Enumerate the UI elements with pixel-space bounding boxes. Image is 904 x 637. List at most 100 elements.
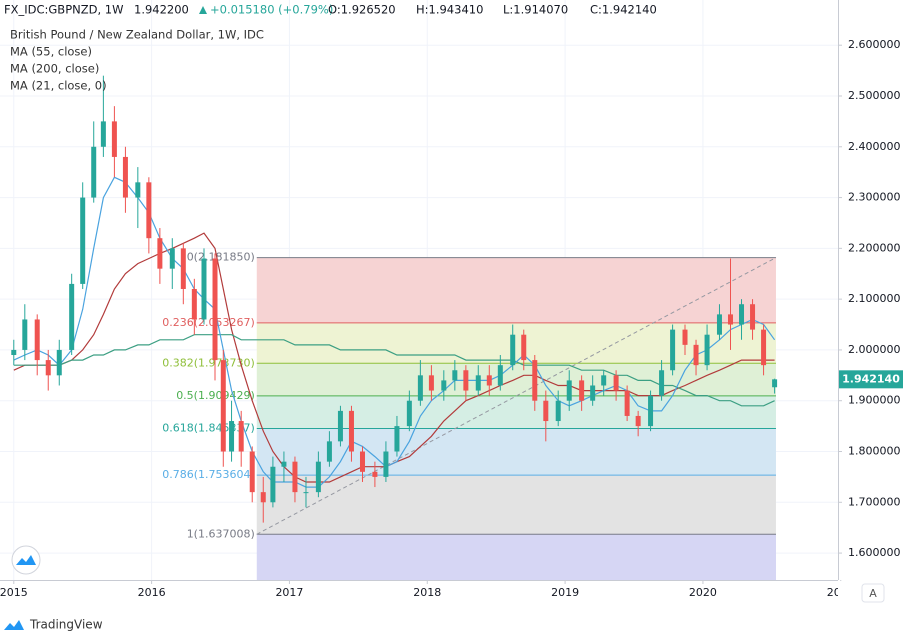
- candle-body: [80, 197, 86, 284]
- candle-body: [326, 441, 332, 462]
- fib-band: [256, 534, 776, 580]
- candle-body: [45, 360, 51, 376]
- candle-body: [249, 451, 255, 493]
- candle-body: [555, 400, 561, 422]
- high-value: H:1.943410: [416, 3, 483, 17]
- candle-body: [220, 360, 226, 452]
- fib-band: [256, 475, 776, 535]
- candle-body: [34, 319, 40, 361]
- candle-body: [750, 304, 756, 330]
- ma-line: [13, 334, 775, 407]
- y-tick-label: 1.600000: [848, 546, 901, 559]
- candle-body: [441, 380, 447, 391]
- candle-body: [270, 466, 276, 503]
- fib-level-label: 0.236(2.053267): [162, 316, 255, 329]
- candle-body: [212, 258, 218, 361]
- candle-body: [157, 238, 163, 269]
- candle-body: [11, 349, 17, 356]
- fib-level-label: 0.382(1.973730): [162, 356, 255, 369]
- candle-body: [180, 248, 186, 289]
- brand-name[interactable]: TradingView: [29, 618, 103, 632]
- candle-body: [475, 375, 481, 391]
- candle-body: [111, 121, 117, 157]
- candle-body: [56, 349, 62, 376]
- candle-body: [739, 304, 745, 325]
- price-label: 1.942140: [842, 372, 900, 385]
- fib-band: [256, 322, 776, 364]
- candle-body: [100, 121, 106, 147]
- candle-body: [543, 400, 549, 422]
- candle-body: [281, 461, 287, 467]
- price-label-bg: [839, 370, 903, 389]
- candle-body: [601, 375, 607, 386]
- candle-body: [510, 334, 516, 366]
- close-value: C:1.942140: [590, 3, 657, 17]
- price-axis-panel: [838, 0, 904, 600]
- legend-entry: MA (21, close, 0): [10, 79, 107, 93]
- x-tick-label: 2019: [551, 586, 579, 599]
- candle-body: [303, 492, 309, 494]
- symbol: FX_IDC:GBPNZD, 1W: [4, 3, 123, 17]
- candle-body: [201, 258, 207, 320]
- fib-level-label: 0(2.181850): [187, 251, 255, 264]
- x-tick-label: 2018: [413, 586, 441, 599]
- footer: [0, 600, 904, 637]
- candle-body: [659, 370, 665, 396]
- x-tick-label: 2016: [138, 586, 166, 599]
- candle-body: [532, 360, 538, 401]
- fib-band: [256, 428, 776, 476]
- candle-body: [69, 283, 75, 350]
- fib-level-label: 0.786(1.753604): [162, 468, 255, 481]
- y-tick-label: 2.000000: [848, 343, 901, 356]
- candle-body: [91, 146, 97, 198]
- y-tick-label: 1.700000: [848, 495, 901, 508]
- candle-body: [772, 379, 778, 388]
- candle-body: [146, 182, 152, 239]
- candle-body: [635, 415, 641, 427]
- x-tick-label: 2020: [689, 586, 717, 599]
- auto-scale-label[interactable]: A: [869, 587, 877, 600]
- legend-title: British Pound / New Zealand Dollar, 1W, …: [10, 28, 264, 42]
- y-tick-label: 2.100000: [848, 292, 901, 305]
- up-arrow: [199, 6, 207, 14]
- candle-body: [648, 395, 654, 427]
- candle-body: [135, 182, 141, 198]
- x-tick-label: 2015: [0, 586, 28, 599]
- candle-body: [169, 248, 175, 269]
- candle-body: [590, 385, 596, 401]
- candle-body: [761, 329, 767, 366]
- fib-level-label: 1(1.637008): [187, 527, 255, 540]
- fib-band: [256, 363, 776, 396]
- legend-entry: MA (200, close): [10, 62, 99, 76]
- auto-scale-button[interactable]: [861, 583, 885, 603]
- open-value: O:1.926520: [328, 3, 396, 17]
- candle-body: [337, 410, 343, 442]
- fib-trend-line: [256, 257, 777, 535]
- candle-body: [383, 451, 389, 477]
- y-tick-label: 2.400000: [848, 140, 901, 153]
- candle-body: [727, 314, 733, 325]
- candle-body: [406, 400, 412, 427]
- last-price: 1.942200: [134, 3, 189, 17]
- candle-body: [521, 334, 527, 361]
- legend: MA (55, close) MA (200, close) MA (21, clo…: [10, 45, 107, 93]
- brand-logo: [4, 620, 24, 630]
- candle-body: [372, 471, 378, 477]
- candle-body: [566, 380, 572, 401]
- legend-entry: MA (55, close): [10, 45, 92, 59]
- candle-body: [716, 314, 722, 335]
- candle-body: [682, 329, 688, 345]
- y-tick-label: 2.600000: [848, 38, 901, 51]
- candle-body: [428, 375, 434, 391]
- fib-level-label: 0.5(1.909429): [176, 389, 255, 402]
- y-tick-label: 1.800000: [848, 445, 901, 458]
- candle-body: [122, 156, 128, 198]
- y-tick-label: 2.300000: [848, 191, 901, 204]
- candle-body: [417, 375, 423, 401]
- candle-body: [463, 370, 469, 391]
- y-tick-label: 1.900000: [848, 394, 901, 407]
- logo-badge[interactable]: [11, 545, 41, 575]
- candle-body: [670, 329, 676, 371]
- change: +0.015180 (+0.79%): [210, 3, 333, 17]
